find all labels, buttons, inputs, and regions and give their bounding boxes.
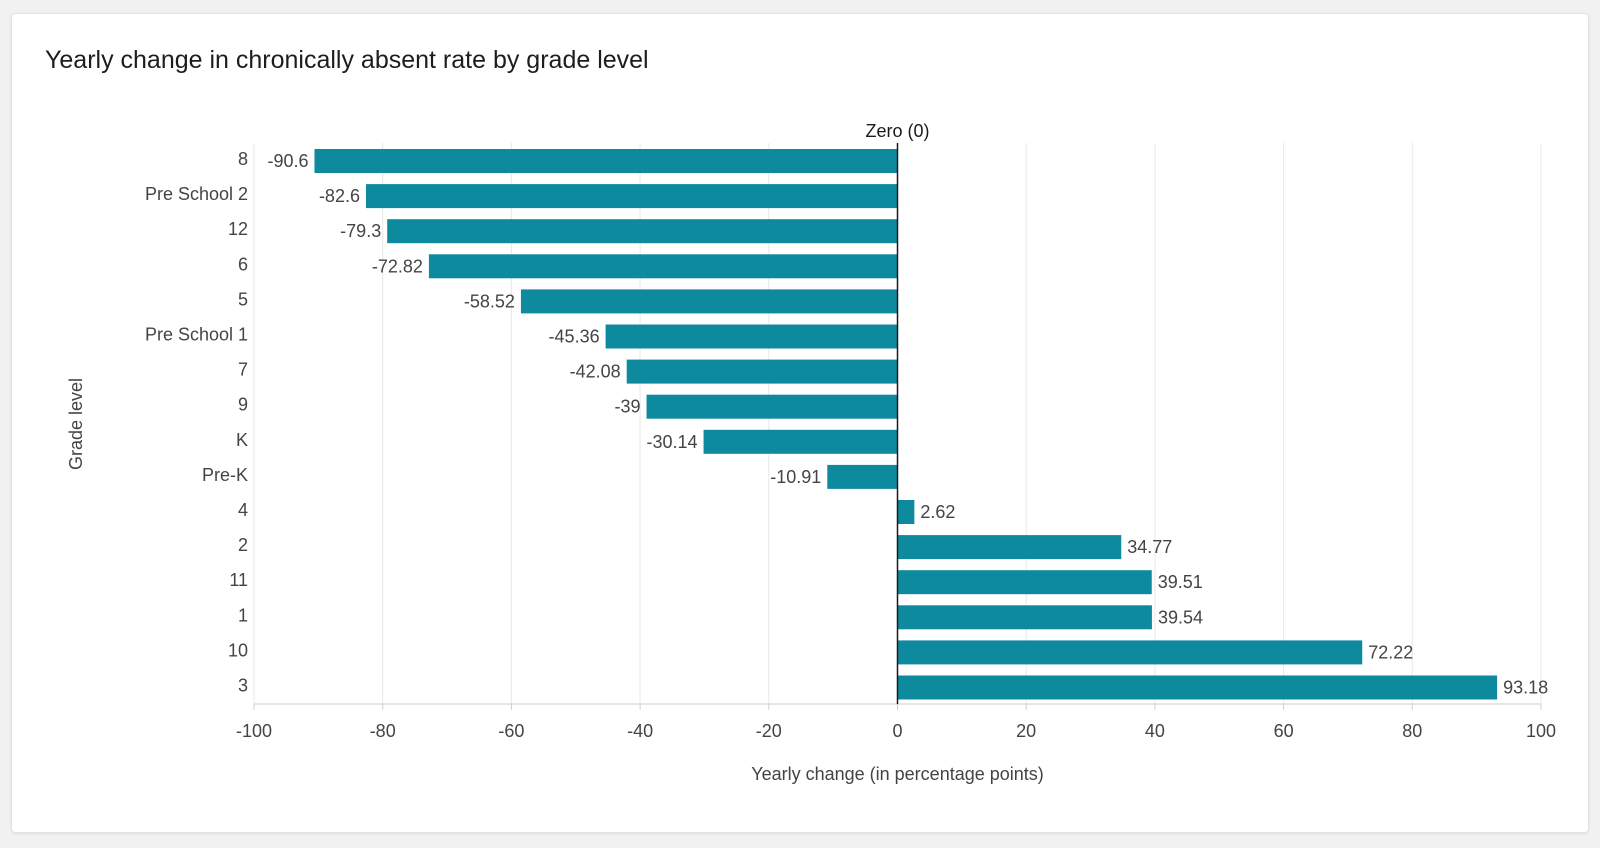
data-label: -42.08	[570, 362, 621, 382]
data-label: 34.77	[1127, 537, 1172, 557]
bar	[703, 429, 898, 454]
data-label: 2.62	[920, 502, 955, 522]
data-label: 39.51	[1158, 572, 1203, 592]
data-label: -39	[615, 397, 641, 417]
bar	[314, 149, 898, 173]
y-tick-label: 5	[238, 289, 248, 309]
y-axis-title: Grade level	[66, 378, 86, 470]
y-tick-label: Pre-K	[202, 465, 248, 485]
bar	[365, 184, 898, 209]
x-tick-label: 40	[1145, 721, 1165, 741]
x-axis-title: Yearly change (in percentage points)	[751, 764, 1044, 784]
data-label: -45.36	[549, 327, 600, 347]
x-tick-label: -20	[756, 721, 782, 741]
bar	[897, 500, 915, 524]
data-label: -30.14	[647, 432, 698, 452]
y-tick-label: 7	[238, 360, 248, 380]
data-label: 39.54	[1158, 607, 1203, 627]
data-label: -79.3	[340, 221, 381, 241]
bar	[646, 394, 898, 419]
data-label: -10.91	[770, 467, 821, 487]
bar	[626, 359, 898, 384]
y-tick-label: 1	[238, 605, 248, 625]
y-tick-label: 2	[238, 535, 248, 555]
data-label: -82.6	[319, 186, 360, 206]
bar	[605, 324, 898, 349]
bar	[897, 535, 1122, 560]
bar	[827, 464, 898, 489]
bar	[897, 570, 1152, 595]
y-tick-label: 8	[238, 149, 248, 169]
zero-reference-label: Zero (0)	[865, 121, 929, 141]
bar	[428, 254, 898, 279]
x-tick-label: 80	[1402, 721, 1422, 741]
x-tick-label: 0	[892, 721, 902, 741]
data-label: -72.82	[372, 256, 423, 276]
bars	[314, 149, 1498, 700]
y-tick-label: 11	[229, 570, 248, 590]
y-tick-label: 6	[238, 254, 248, 274]
axes	[253, 143, 1542, 710]
y-tick-label: Pre School 1	[145, 325, 248, 345]
bar	[897, 605, 1152, 630]
y-tick-label: 10	[228, 640, 248, 660]
x-tick-label: -80	[370, 721, 396, 741]
data-label: 72.22	[1368, 642, 1413, 662]
labels: -100 -80 -60 -40 -20 0 20 40 60 80 100 8 -90.6 Pre Sc…	[66, 121, 1556, 784]
chart-title: Yearly change in chronically absent rate…	[45, 46, 649, 74]
x-tick-label: 20	[1016, 721, 1036, 741]
bar	[897, 675, 1498, 700]
data-label: -90.6	[267, 151, 308, 171]
y-tick-label: 4	[238, 500, 248, 520]
x-tick-label: -60	[498, 721, 524, 741]
data-label: 93.18	[1503, 678, 1548, 698]
x-tick-label: 60	[1274, 721, 1294, 741]
x-tick-label: -100	[236, 721, 272, 741]
x-tick-label: -40	[627, 721, 653, 741]
x-tick-label: 100	[1526, 721, 1556, 741]
bar	[520, 289, 898, 314]
y-tick-label: 12	[228, 219, 248, 239]
y-tick-label: 9	[238, 395, 248, 415]
bar	[897, 640, 1363, 665]
bar	[387, 219, 898, 244]
y-tick-label: 3	[238, 676, 248, 696]
y-tick-label: K	[236, 430, 248, 450]
data-label: -58.52	[464, 291, 515, 311]
y-tick-label: Pre School 2	[145, 184, 248, 204]
